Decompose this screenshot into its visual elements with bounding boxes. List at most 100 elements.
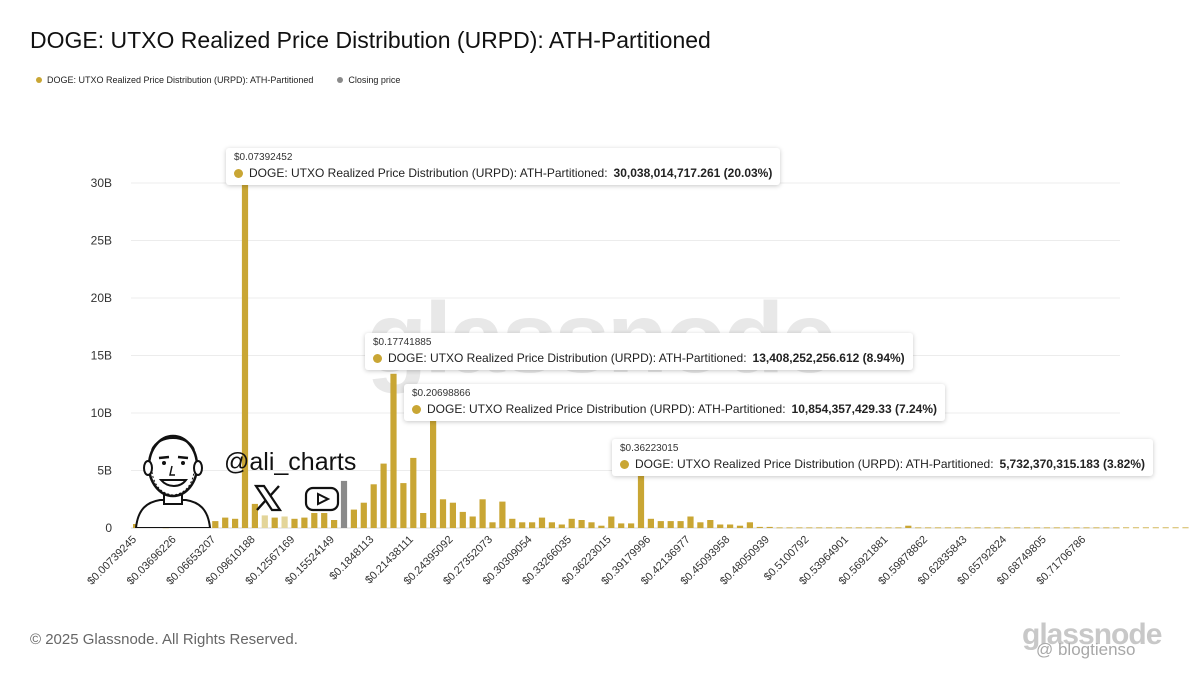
urpd-bar[interactable] [994, 527, 1001, 529]
urpd-bar[interactable] [499, 501, 506, 528]
urpd-bar[interactable] [370, 484, 377, 528]
urpd-bar[interactable] [816, 527, 823, 529]
urpd-bar[interactable] [232, 518, 239, 528]
urpd-bar[interactable] [1024, 527, 1031, 529]
urpd-bar[interactable] [875, 527, 882, 529]
urpd-bar[interactable] [618, 523, 625, 528]
urpd-bar[interactable] [707, 520, 714, 528]
urpd-bar[interactable] [1063, 527, 1070, 529]
urpd-bar[interactable] [796, 527, 803, 529]
urpd-bar[interactable] [677, 521, 684, 528]
urpd-bar[interactable] [598, 525, 605, 528]
urpd-bar[interactable] [1142, 527, 1149, 529]
urpd-bar[interactable] [1103, 527, 1110, 529]
urpd-bar[interactable] [251, 503, 258, 528]
urpd-bar[interactable] [519, 522, 526, 529]
urpd-bar[interactable] [380, 463, 387, 528]
legend-item-closing[interactable]: Closing price [337, 75, 400, 85]
youtube-logo-icon[interactable] [304, 486, 340, 512]
urpd-bar[interactable] [885, 527, 892, 529]
urpd-bar[interactable] [241, 182, 249, 529]
urpd-bar[interactable] [766, 526, 773, 528]
urpd-bar[interactable] [697, 522, 704, 529]
urpd-bar[interactable] [1043, 527, 1050, 529]
urpd-bar[interactable] [944, 527, 951, 529]
urpd-bar[interactable] [360, 502, 367, 528]
urpd-bar[interactable] [479, 499, 486, 529]
urpd-bar[interactable] [548, 522, 555, 529]
urpd-bar[interactable] [637, 462, 645, 528]
urpd-bar[interactable] [786, 527, 793, 529]
urpd-bar[interactable] [984, 527, 991, 529]
urpd-bar[interactable] [578, 520, 585, 528]
urpd-bar[interactable] [1123, 527, 1130, 529]
urpd-bar[interactable] [321, 513, 328, 528]
urpd-bar[interactable] [1083, 527, 1090, 529]
urpd-bar[interactable] [301, 517, 308, 528]
urpd-bar[interactable] [1004, 527, 1011, 529]
urpd-bar[interactable] [1033, 527, 1041, 529]
urpd-bar[interactable] [657, 521, 664, 528]
urpd-bar[interactable] [855, 527, 862, 529]
urpd-bar[interactable] [736, 525, 744, 528]
urpd-bar[interactable] [350, 509, 357, 528]
urpd-bar[interactable] [489, 522, 496, 529]
urpd-bar[interactable] [717, 524, 724, 529]
urpd-bar[interactable] [628, 523, 635, 528]
urpd-bar[interactable] [281, 516, 288, 529]
urpd-bar[interactable] [756, 526, 763, 528]
urpd-bar[interactable] [925, 527, 932, 529]
urpd-bar[interactable] [776, 527, 783, 529]
urpd-bar[interactable] [420, 513, 427, 528]
urpd-bar[interactable] [1014, 527, 1021, 529]
urpd-bar[interactable] [905, 525, 912, 528]
legend-item-urpd[interactable]: DOGE: UTXO Realized Price Distribution (… [36, 75, 313, 85]
urpd-bar[interactable] [558, 524, 565, 529]
urpd-bar[interactable] [311, 513, 318, 528]
urpd-bar[interactable] [469, 516, 476, 529]
urpd-bar[interactable] [1053, 527, 1060, 529]
urpd-bar[interactable] [400, 483, 407, 528]
urpd-bar[interactable] [746, 522, 753, 529]
urpd-bar[interactable] [687, 516, 694, 529]
urpd-bar[interactable] [826, 527, 833, 529]
urpd-bar[interactable] [974, 527, 981, 529]
urpd-bar[interactable] [390, 373, 397, 528]
urpd-bar[interactable] [222, 517, 229, 528]
urpd-bar[interactable] [212, 521, 219, 528]
urpd-bar[interactable] [727, 524, 734, 529]
urpd-bar[interactable] [835, 527, 843, 529]
urpd-bar[interactable] [271, 517, 278, 528]
urpd-bar[interactable] [568, 518, 575, 528]
urpd-bar[interactable] [806, 527, 813, 529]
urpd-bar[interactable] [1093, 527, 1100, 529]
urpd-bar[interactable] [934, 527, 942, 529]
urpd-bar[interactable] [915, 527, 922, 529]
urpd-bar[interactable] [529, 522, 536, 529]
urpd-bar[interactable] [845, 527, 852, 529]
urpd-bar[interactable] [509, 518, 516, 528]
urpd-bar[interactable] [1113, 527, 1120, 529]
urpd-bar[interactable] [261, 515, 268, 528]
urpd-bar[interactable] [538, 517, 546, 528]
urpd-bar[interactable] [459, 511, 466, 528]
urpd-bar[interactable] [410, 457, 417, 528]
urpd-bar[interactable] [1152, 527, 1159, 529]
urpd-bar[interactable] [1162, 527, 1169, 529]
urpd-bar[interactable] [291, 518, 298, 528]
closing-price-bar[interactable] [340, 480, 348, 528]
urpd-bar[interactable] [608, 516, 615, 529]
urpd-bar[interactable] [647, 518, 654, 528]
urpd-bar[interactable] [439, 499, 447, 529]
urpd-bar[interactable] [865, 527, 872, 529]
urpd-bar[interactable] [430, 403, 437, 528]
urpd-bar[interactable] [588, 522, 595, 529]
urpd-bar[interactable] [667, 521, 674, 528]
urpd-bar[interactable] [331, 520, 338, 528]
urpd-bar[interactable] [449, 502, 456, 528]
urpd-bar[interactable] [1172, 527, 1179, 529]
urpd-bar[interactable] [1182, 527, 1189, 529]
urpd-bar[interactable] [1132, 527, 1140, 529]
urpd-bar[interactable] [895, 527, 902, 529]
x-logo-icon[interactable] [253, 484, 283, 512]
